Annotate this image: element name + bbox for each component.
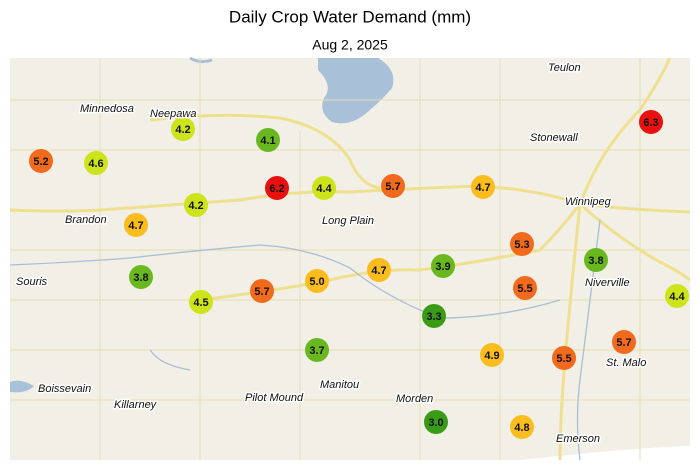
station-value: 4.4 (669, 291, 685, 303)
station-marker (639, 110, 663, 134)
station-value: 6.3 (643, 117, 658, 129)
station-value: 4.7 (128, 220, 143, 232)
town-label: Minnedosa (80, 103, 134, 115)
station-marker (381, 174, 405, 198)
station-value: 4.7 (371, 265, 386, 277)
station-value: 4.1 (260, 135, 275, 147)
station-marker (510, 415, 534, 439)
station-marker (480, 343, 504, 367)
town-label: Neepawa (150, 108, 196, 120)
station-value: 3.8 (133, 272, 148, 284)
station-value: 4.9 (484, 350, 499, 362)
station-marker (189, 290, 213, 314)
station-marker (305, 269, 329, 293)
station-marker (422, 304, 446, 328)
station-value: 5.3 (514, 239, 529, 251)
station-marker (513, 276, 537, 300)
station-marker (367, 258, 391, 282)
station-value: 5.0 (309, 276, 324, 288)
station-marker (124, 213, 148, 237)
town-label: Stonewall (530, 132, 578, 144)
station-marker (171, 117, 195, 141)
town-label: Long Plain (322, 215, 374, 227)
stations: 6.3 5.2 4.6 4.2 4.1 6.2 4.4 5.7 4.7 4.7 4.2 5.3 3.8 4… (29, 110, 689, 439)
station-value: 5.5 (556, 353, 571, 365)
town-label: Emerson (556, 433, 600, 445)
subtitle: Aug 2, 2025 (312, 37, 388, 53)
station-marker (129, 265, 153, 289)
station-marker (552, 346, 576, 370)
station-marker (431, 254, 455, 278)
station-value: 6.2 (269, 183, 284, 195)
title: Daily Crop Water Demand (mm) (229, 7, 471, 26)
station-value: 5.5 (517, 283, 532, 295)
station-marker (265, 176, 289, 200)
station-value: 5.7 (254, 286, 269, 298)
town-label: Morden (396, 393, 433, 405)
station-value: 4.2 (188, 200, 203, 212)
station-marker (665, 284, 689, 308)
town-label: Pilot Mound (245, 392, 304, 404)
station-marker (510, 232, 534, 256)
town-label: Souris (16, 276, 48, 288)
station-marker (424, 410, 448, 434)
station-value: 5.7 (385, 181, 400, 193)
station-value: 4.6 (88, 158, 103, 170)
station-value: 5.2 (33, 156, 48, 168)
station-marker (29, 149, 53, 173)
station-value: 3.3 (426, 311, 441, 323)
station-value: 4.7 (475, 182, 490, 194)
station-marker (84, 151, 108, 175)
station-value: 3.7 (309, 345, 324, 357)
station-value: 5.7 (616, 337, 631, 349)
station-value: 3.0 (428, 417, 443, 429)
station-value: 3.8 (588, 255, 603, 267)
town-label: Manitou (320, 379, 359, 391)
town-label: Boissevain (38, 383, 91, 395)
station-marker (250, 279, 274, 303)
station-marker (584, 248, 608, 272)
station-value: 4.8 (514, 422, 529, 434)
basemap (9, 56, 691, 467)
town-label: Teulon (548, 62, 581, 74)
station-value: 4.5 (193, 297, 208, 309)
town-label: Killarney (114, 399, 158, 411)
station-marker (312, 176, 336, 200)
station-value: 4.2 (175, 124, 190, 136)
station-value: 4.4 (316, 183, 332, 195)
station-marker (256, 128, 280, 152)
town-label: Niverville (585, 277, 630, 289)
station-marker (471, 175, 495, 199)
station-marker (184, 193, 208, 217)
town-label: Winnipeg (565, 196, 612, 208)
station-marker (612, 330, 636, 354)
station-marker (305, 338, 329, 362)
town-label: Brandon (65, 214, 107, 226)
station-value: 3.9 (435, 261, 450, 273)
town-label: St. Malo (606, 357, 646, 369)
